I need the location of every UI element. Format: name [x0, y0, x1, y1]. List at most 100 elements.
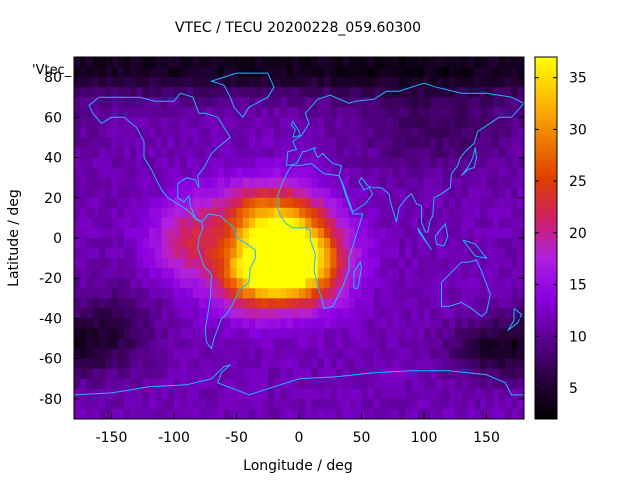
heatmap-cell [205, 248, 213, 259]
heatmap-cell [149, 268, 156, 279]
heatmap-cell [124, 177, 131, 189]
heatmap-cell [405, 57, 413, 68]
heatmap-cell [199, 328, 206, 340]
heatmap-cell [361, 177, 369, 189]
heatmap-cell [461, 217, 469, 229]
heatmap-cell [274, 398, 281, 410]
heatmap-cell [492, 298, 500, 309]
heatmap-cell [405, 388, 413, 400]
heatmap-cell [411, 107, 419, 118]
heatmap-cell [349, 107, 356, 118]
heatmap-cell [261, 288, 269, 299]
heatmap-cell [330, 408, 338, 419]
heatmap-cell [74, 258, 81, 269]
heatmap-cell [199, 298, 206, 309]
heatmap-cell [361, 97, 369, 108]
heatmap-cell [511, 378, 519, 390]
heatmap-cell [186, 368, 194, 380]
heatmap-cell [192, 248, 200, 259]
heatmap-cell [449, 378, 456, 390]
heatmap-cell [361, 338, 369, 350]
heatmap-cell [286, 408, 294, 419]
heatmap-cell [142, 197, 150, 209]
heatmap-cell [111, 308, 119, 320]
heatmap-cell [474, 137, 481, 149]
heatmap-cell [217, 298, 225, 309]
heatmap-cell [286, 358, 294, 370]
heatmap-cell [274, 187, 281, 199]
heatmap-cell [105, 187, 113, 199]
heatmap-cell [261, 217, 269, 229]
heatmap-cell [149, 177, 156, 189]
heatmap-cell [105, 147, 113, 159]
heatmap-cell [199, 87, 206, 98]
heatmap-cell [117, 258, 125, 269]
heatmap-cell [467, 278, 475, 289]
heatmap-cell [267, 328, 275, 340]
heatmap-cell [461, 197, 469, 209]
heatmap-cell [486, 87, 494, 98]
heatmap-cell [86, 177, 94, 189]
heatmap-cell [86, 238, 94, 249]
heatmap-cell [186, 177, 194, 189]
y-tick-label: 60 [44, 110, 62, 126]
heatmap-cell [261, 207, 269, 219]
heatmap-cell [417, 167, 425, 179]
heatmap-cell [374, 248, 381, 259]
heatmap-cell [349, 338, 356, 350]
heatmap-cell [255, 358, 263, 370]
heatmap-cell [449, 398, 456, 410]
heatmap-cell [311, 217, 319, 229]
heatmap-cell [99, 57, 106, 68]
heatmap-cell [417, 197, 425, 209]
heatmap-cell [367, 57, 375, 68]
heatmap-cell [80, 368, 88, 380]
heatmap-cell [411, 57, 419, 68]
heatmap-cell [511, 318, 519, 330]
heatmap-cell [374, 167, 381, 179]
heatmap-cell [449, 298, 456, 309]
heatmap-cell [261, 57, 269, 68]
heatmap-cell [180, 328, 188, 340]
heatmap-cell [424, 157, 431, 169]
heatmap-cell [180, 77, 188, 88]
heatmap-cell [124, 298, 131, 309]
heatmap-cell [286, 258, 294, 269]
heatmap-cell [161, 217, 169, 229]
heatmap-cell [336, 258, 344, 269]
heatmap-cell [324, 57, 331, 68]
heatmap-cell [199, 157, 206, 169]
heatmap-cell [242, 248, 250, 259]
heatmap-cell [136, 87, 144, 98]
heatmap-cell [442, 207, 450, 219]
heatmap-cell [205, 67, 213, 78]
heatmap-cell [186, 268, 194, 279]
heatmap-cell [124, 318, 131, 330]
heatmap-cell [499, 338, 506, 350]
heatmap-cell [417, 408, 425, 419]
heatmap-cell [374, 328, 381, 340]
heatmap-cell [117, 167, 125, 179]
heatmap-cell [80, 398, 88, 410]
heatmap-cell [236, 248, 244, 259]
heatmap-cell [336, 288, 344, 299]
heatmap-cell [305, 207, 313, 219]
heatmap-cell [180, 87, 188, 98]
heatmap-cell [436, 167, 444, 179]
heatmap-cell [405, 77, 413, 88]
heatmap-cell [417, 388, 425, 400]
heatmap-cell [286, 278, 294, 289]
heatmap-cell [499, 107, 506, 118]
heatmap-cell [374, 157, 381, 169]
heatmap-cell [230, 187, 238, 199]
heatmap-cell [380, 217, 388, 229]
heatmap-cell [411, 207, 419, 219]
heatmap-cell [205, 57, 213, 68]
heatmap-cell [317, 97, 325, 108]
heatmap-cell [117, 77, 125, 88]
heatmap-cell [324, 217, 331, 229]
heatmap-cell [274, 167, 281, 179]
heatmap-cell [211, 288, 219, 299]
heatmap-cell [317, 137, 325, 149]
heatmap-cell [399, 358, 406, 370]
